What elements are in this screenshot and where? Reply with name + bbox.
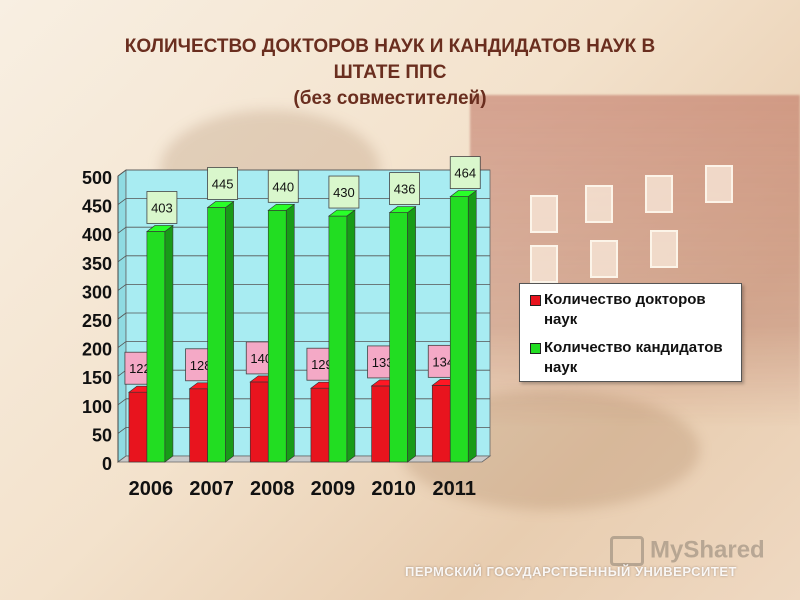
bar-front xyxy=(267,210,287,463)
data-label-box xyxy=(328,175,360,209)
background-window xyxy=(530,195,558,233)
data-label: 436 xyxy=(394,182,416,197)
data-label: 440 xyxy=(272,179,294,194)
legend-label-doctors: Количество докторов наук xyxy=(544,291,706,328)
data-label: 133 xyxy=(372,355,394,370)
data-label-box xyxy=(389,172,420,206)
background-window xyxy=(650,230,678,268)
x-tick-label: 2010 xyxy=(371,478,416,500)
y-tick-label: 0 xyxy=(102,454,112,474)
background-window xyxy=(590,240,618,278)
y-tick-label: 450 xyxy=(82,197,112,217)
gridline-diagonal xyxy=(117,341,127,348)
data-label: 430 xyxy=(333,185,355,200)
background-window xyxy=(530,245,558,283)
bar-front xyxy=(389,212,408,463)
bar-front xyxy=(207,207,226,463)
legend-swatch-doctors xyxy=(530,295,541,306)
gridline-diagonal xyxy=(117,398,127,406)
y-tick-label: 350 xyxy=(82,254,112,274)
data-label: 464 xyxy=(454,166,476,181)
bar-side xyxy=(346,209,356,463)
background-window xyxy=(585,185,613,223)
gridline-diagonal xyxy=(117,284,127,291)
data-label: 445 xyxy=(212,176,234,191)
x-tick-label: 2011 xyxy=(433,478,476,500)
bar-front xyxy=(449,196,469,463)
bar-front xyxy=(310,387,330,463)
gridline-diagonal xyxy=(117,198,127,205)
bar-side xyxy=(285,203,295,463)
gridline-diagonal xyxy=(117,169,127,177)
bar-front xyxy=(431,385,451,463)
x-tick-label: 2007 xyxy=(189,478,234,500)
background-window xyxy=(705,165,733,203)
y-tick-label: 500 xyxy=(82,168,112,188)
bar-side xyxy=(225,200,234,463)
chart-title: КОЛИЧЕСТВО ДОКТОРОВ НАУК И КАНДИДАТОВ НА… xyxy=(40,34,740,112)
bar-side xyxy=(407,206,416,463)
data-label-box xyxy=(207,167,238,200)
bar-front xyxy=(371,385,390,463)
y-tick-label: 200 xyxy=(82,340,112,360)
y-tick-label: 50 xyxy=(92,425,112,445)
bar-top xyxy=(449,190,478,197)
chart-legend: Количество докторов наук Количество канд… xyxy=(519,283,742,382)
bar-front xyxy=(249,381,269,463)
legend-label-candidates: Количество кандидатов наук xyxy=(544,339,723,376)
bar-top xyxy=(206,201,235,208)
bar-front xyxy=(146,231,166,463)
gridline-diagonal xyxy=(117,312,127,320)
bar-front xyxy=(128,391,148,463)
x-tick-label: 2008 xyxy=(250,478,295,500)
footer-university: ПЕРМСКИЙ ГОСУДАРСТВЕННЫЙ УНИВЕРСИТЕТ xyxy=(405,564,737,579)
bar-top xyxy=(146,225,174,232)
title-line-1: КОЛИЧЕСТВО ДОКТОРОВ НАУК И КАНДИДАТОВ НА… xyxy=(124,36,656,57)
data-label-box xyxy=(267,169,299,203)
y-tick-label: 150 xyxy=(82,368,112,388)
data-label: 122 xyxy=(129,361,151,376)
y-tick-label: 400 xyxy=(82,225,112,245)
y-tick-label: 250 xyxy=(82,311,112,331)
gridline-diagonal xyxy=(117,427,127,434)
bar-top xyxy=(267,204,296,211)
data-label: 128 xyxy=(190,358,212,373)
data-label-box xyxy=(449,156,481,189)
watermark: MyShared xyxy=(610,536,765,566)
legend-swatch-candidates xyxy=(530,343,541,354)
legend-item-candidates: Количество кандидатов наук xyxy=(530,338,734,378)
presentation-logo-icon xyxy=(610,536,644,566)
watermark-text: MyShared xyxy=(650,536,765,564)
x-tick-label: 2006 xyxy=(129,478,174,500)
legend-item-doctors: Количество докторов наук xyxy=(530,290,734,330)
bar-front xyxy=(189,388,208,463)
gridline-diagonal xyxy=(117,226,127,234)
y-tick-label: 100 xyxy=(82,397,112,417)
bar-top xyxy=(328,209,356,217)
data-label: 134 xyxy=(432,354,454,369)
data-label: 403 xyxy=(151,200,173,215)
bar-top xyxy=(388,206,417,213)
bar-front xyxy=(328,215,348,463)
data-label: 129 xyxy=(311,357,333,372)
title-line-3: (без совместителей) xyxy=(293,88,487,109)
data-label: 140 xyxy=(250,351,272,366)
background-window xyxy=(645,175,673,213)
gridline-diagonal xyxy=(117,255,127,263)
title-line-2: ШТАТЕ ППС xyxy=(333,62,447,83)
y-tick-label: 300 xyxy=(82,282,112,302)
bar-side xyxy=(467,189,477,463)
bar-side xyxy=(164,224,174,463)
x-tick-label: 2009 xyxy=(311,478,356,500)
data-label-box xyxy=(146,191,178,224)
